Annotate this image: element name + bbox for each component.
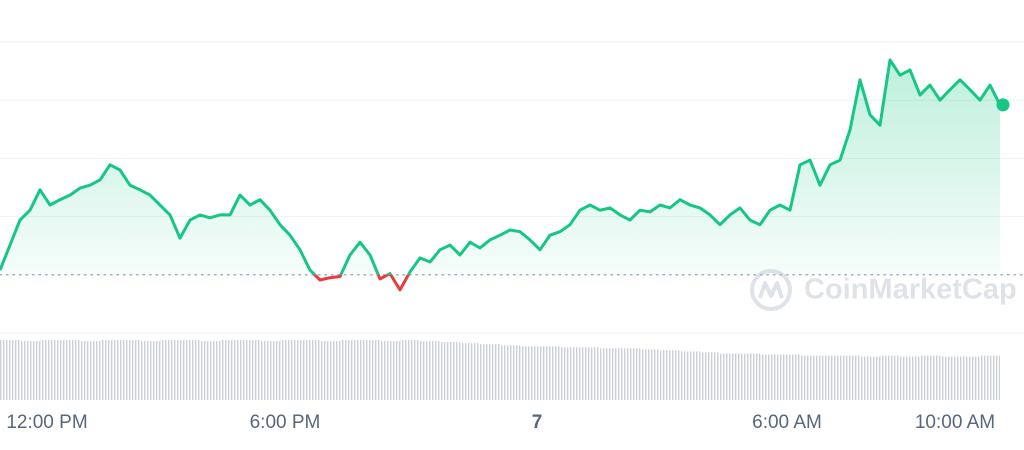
price-line xyxy=(0,58,1002,275)
volume-bar xyxy=(60,340,80,400)
volume-bar xyxy=(380,341,400,400)
x-tick-label: 6:00 AM xyxy=(752,412,822,433)
volume-bar xyxy=(200,341,220,400)
x-tick-label: 6:00 PM xyxy=(250,412,321,433)
volume-bar xyxy=(840,355,860,400)
volume-bar xyxy=(100,340,120,400)
volume-bar xyxy=(520,346,540,400)
volume-bar xyxy=(80,341,100,400)
watermark-text: CoinMarketCap xyxy=(804,274,1017,306)
volume-bar xyxy=(780,354,800,400)
volume-bar xyxy=(480,344,500,400)
volume-bar xyxy=(960,356,980,400)
x-tick-label: 12:00 PM xyxy=(6,412,87,433)
volume-bar xyxy=(120,340,140,400)
volume-bar xyxy=(680,351,700,400)
volume-bar xyxy=(600,348,620,400)
volume-bar xyxy=(360,340,380,400)
volume-bar xyxy=(260,341,280,400)
volume-bar xyxy=(220,340,240,400)
volume-bar xyxy=(760,354,780,400)
volume-bar xyxy=(660,350,680,400)
volume-bar xyxy=(820,355,840,400)
volume-bar xyxy=(500,345,520,400)
volume-bar xyxy=(20,341,40,400)
volume-bar xyxy=(800,355,820,400)
volume-bar xyxy=(320,341,340,400)
volume-bar xyxy=(280,340,300,400)
volume-bar xyxy=(240,340,260,400)
volume-bar xyxy=(0,340,20,400)
volume-bar xyxy=(640,349,660,400)
volume-bar xyxy=(540,346,560,400)
volume-bar xyxy=(140,341,160,400)
x-tick-label: 7 xyxy=(532,412,543,433)
volume-bar xyxy=(580,347,600,400)
volume-bar xyxy=(720,353,740,400)
x-tick-label: 10:00 AM xyxy=(915,412,995,433)
volume-bar xyxy=(300,340,320,400)
volume-bar xyxy=(40,340,60,400)
volume-bar xyxy=(740,353,760,400)
volume-bar xyxy=(920,355,940,400)
volume-bar xyxy=(440,342,460,400)
volume-bar xyxy=(860,356,880,400)
volume-bar xyxy=(620,348,640,400)
last-point xyxy=(996,98,1010,112)
volume-bar xyxy=(940,356,960,400)
volume-bar xyxy=(160,340,180,400)
volume-bar xyxy=(560,347,580,400)
volume-bar xyxy=(340,340,360,400)
volume-bar xyxy=(700,352,720,400)
volume-bar xyxy=(900,356,920,400)
volume-bar xyxy=(400,340,420,400)
volume-bar xyxy=(460,343,480,400)
volume-bar xyxy=(980,355,1000,400)
price-area xyxy=(0,60,1000,275)
volume-bar xyxy=(180,340,200,400)
watermark: CoinMarketCap xyxy=(750,269,1017,311)
volume-bar xyxy=(420,341,440,400)
volume-bar xyxy=(880,355,900,400)
